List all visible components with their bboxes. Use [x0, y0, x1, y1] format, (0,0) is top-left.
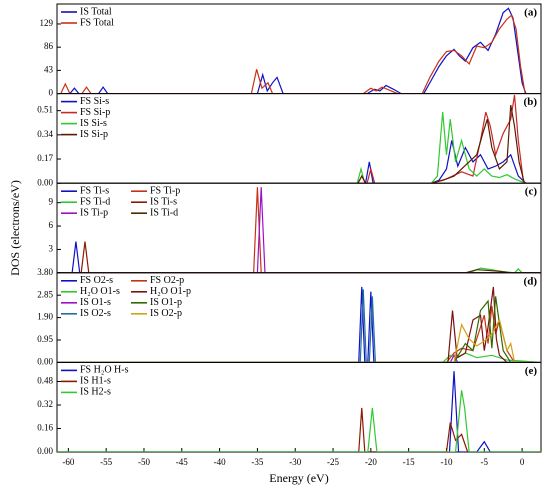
dos-line [57, 296, 541, 363]
y-tick-label: 0.00 [37, 446, 53, 456]
legend-label: FS Total [80, 17, 114, 28]
x-tick-label: -10 [440, 457, 452, 467]
x-tick-label: -60 [62, 457, 74, 467]
x-tick-label: -20 [365, 457, 377, 467]
legend-label: H₂O O1-s [80, 286, 120, 297]
x-tick-label: 0 [520, 457, 525, 467]
x-tick-label: -40 [214, 457, 226, 467]
y-tick-label: 3.80 [37, 267, 53, 277]
x-tick-label: -55 [100, 457, 112, 467]
legend-label: H₂O O1-p [150, 286, 191, 297]
dos-line [57, 289, 541, 363]
y-tick-label: 0.00 [37, 356, 53, 366]
y-tick-label: 0.48 [37, 376, 53, 386]
y-tick-label: 129 [40, 18, 54, 28]
dos-line [57, 94, 541, 184]
dos-line [57, 241, 541, 273]
dos-line [57, 104, 541, 184]
y-tick-label: 0.34 [37, 129, 53, 139]
panel-frame [56, 182, 542, 274]
panel-frame [56, 361, 542, 453]
legend-label: FS Ti-p [150, 185, 180, 196]
legend-label: IS Ti-d [150, 207, 178, 218]
y-tick-label: 0.32 [37, 399, 53, 409]
x-tick-label: -15 [403, 457, 415, 467]
legend-label: IS H1-s [80, 376, 111, 387]
legend-label: IS O1-s [80, 297, 111, 308]
dos-line [57, 187, 541, 273]
legend-label: IS Ti-s [150, 196, 177, 207]
x-tick-label: -45 [176, 457, 188, 467]
dos-line [57, 352, 541, 363]
legend-label: IS O2-p [150, 308, 182, 319]
legend-label: FS Ti-d [80, 196, 110, 207]
legend-label: IS Si-s [80, 118, 107, 129]
legend-label: IS Total [80, 6, 112, 17]
x-tick-label: -35 [251, 457, 263, 467]
legend-label: FS Ti-s [80, 185, 109, 196]
panel-label: (d) [524, 275, 538, 287]
legend-label: IS Ti-p [80, 207, 108, 218]
x-tick-label: -50 [138, 457, 150, 467]
dos-line [57, 241, 541, 273]
dos-line [57, 371, 541, 452]
y-tick-label: 0 [49, 88, 54, 98]
dos-line [57, 390, 541, 452]
x-tick-label: -25 [327, 457, 339, 467]
x-tick-label: -30 [289, 457, 301, 467]
legend-label: FS O2-s [80, 275, 113, 286]
y-tick-label: 86 [44, 41, 54, 51]
y-tick-label: 0.16 [37, 423, 53, 433]
legend-label: IS H2-s [80, 387, 111, 398]
y-tick-label: 0.00 [37, 177, 53, 187]
x-axis-label: Energy (eV) [269, 471, 328, 485]
y-tick-label: 0.17 [37, 153, 53, 163]
legend-label: IS O2-s [80, 308, 111, 319]
legend-label: FS H₂O H-s [80, 365, 129, 376]
legend-label: FS O2-p [150, 275, 184, 286]
dos-line [57, 187, 541, 273]
dos-line [57, 354, 541, 363]
dos-line [57, 7, 541, 94]
panel-label: (c) [525, 186, 538, 198]
legend-label: FS Si-s [80, 96, 109, 107]
panel-label: (b) [524, 96, 538, 108]
dos-line [57, 407, 541, 452]
dos-line [57, 140, 541, 184]
panel-label: (e) [525, 365, 538, 377]
panel-label: (a) [524, 7, 537, 19]
dos-line [57, 269, 541, 273]
y-tick-label: 9 [49, 197, 54, 207]
y-axis-label: DOS (electrons/eV) [8, 180, 22, 276]
dos-line [57, 286, 541, 363]
dos-line [57, 286, 541, 363]
dos-line [57, 14, 541, 94]
dos-line [57, 318, 541, 363]
y-tick-label: 2.85 [37, 289, 53, 299]
x-tick-label: -5 [481, 457, 489, 467]
y-tick-label: 1.90 [37, 312, 53, 322]
y-tick-label: 3 [49, 243, 54, 253]
panel-frame [56, 93, 542, 184]
legend-label: IS Si-p [80, 129, 108, 140]
y-tick-label: 43 [44, 64, 54, 74]
panel-frame [56, 3, 542, 95]
y-tick-label: 6 [49, 220, 54, 230]
legend-label: IS O1-p [150, 297, 182, 308]
panel-frame [56, 272, 542, 363]
legend-label: FS Si-p [80, 107, 110, 118]
y-tick-label: 0.51 [37, 105, 53, 115]
dos-line [57, 112, 541, 184]
y-tick-label: 0.95 [37, 334, 53, 344]
